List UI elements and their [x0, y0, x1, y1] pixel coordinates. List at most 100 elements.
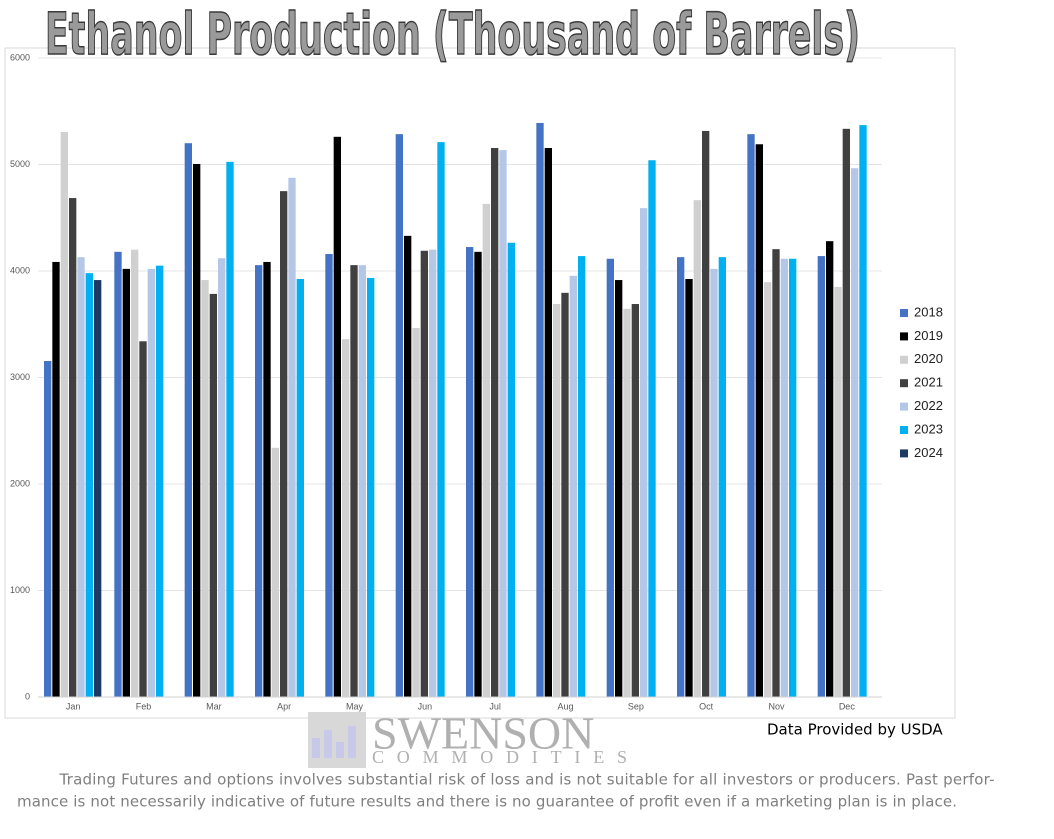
y-tick-label: 0	[25, 691, 30, 701]
bar	[184, 143, 192, 697]
legend-swatch	[900, 355, 908, 364]
bar	[718, 257, 726, 697]
bar	[648, 160, 656, 698]
x-tick-label: Oct	[699, 701, 714, 711]
bar	[569, 275, 577, 697]
bar	[139, 341, 147, 697]
source-note: Data Provided by USDA	[767, 721, 943, 739]
bar	[404, 235, 412, 698]
bar	[263, 261, 271, 697]
bar	[859, 125, 867, 698]
bar	[60, 132, 68, 697]
bar	[755, 144, 763, 697]
x-tick-label: Mar	[206, 701, 222, 711]
legend-label: 2022	[914, 398, 943, 413]
bar	[826, 241, 834, 697]
x-tick-label: Dec	[839, 701, 856, 711]
bar	[702, 130, 710, 697]
y-tick-label: 3000	[10, 372, 30, 382]
legend-label: 2023	[914, 421, 943, 436]
bar	[218, 258, 226, 697]
bar	[631, 304, 639, 697]
bar	[561, 292, 569, 697]
bar	[325, 253, 333, 697]
bar	[491, 147, 499, 697]
disclaimer: mance is not necessarily indicative of f…	[17, 793, 957, 811]
x-tick-label: Nov	[768, 701, 785, 711]
bar	[474, 251, 482, 697]
bar	[437, 142, 445, 697]
y-tick-label: 4000	[10, 265, 30, 275]
bar	[640, 208, 648, 698]
bar	[420, 250, 428, 697]
bar	[606, 258, 614, 697]
bar	[536, 122, 544, 698]
bar	[677, 257, 685, 697]
y-tick-label: 1000	[10, 585, 30, 595]
bar	[288, 177, 296, 697]
bar	[69, 198, 77, 698]
bar	[350, 265, 358, 697]
x-tick-label: May	[346, 701, 364, 711]
bar	[429, 249, 437, 697]
logo-icon	[308, 712, 366, 768]
bar	[834, 286, 842, 697]
bar	[851, 168, 859, 698]
bar	[271, 447, 279, 697]
x-tick-label: Aug	[557, 701, 573, 711]
bar	[255, 265, 263, 697]
bar	[122, 268, 130, 697]
x-tick-label: Jan	[66, 701, 81, 711]
bar	[615, 280, 623, 697]
legend-swatch	[900, 402, 908, 411]
bar	[296, 278, 304, 697]
bar	[209, 293, 217, 697]
bar	[623, 308, 631, 697]
bar	[280, 191, 288, 697]
legend-label: 2019	[914, 328, 943, 343]
legend-swatch	[900, 332, 908, 341]
bar	[780, 258, 788, 697]
x-tick-label: Sep	[628, 701, 644, 711]
legend-label: 2021	[914, 375, 943, 390]
bar	[342, 339, 350, 697]
legend-label: 2018	[914, 304, 943, 319]
bar	[147, 268, 155, 697]
x-tick-label: Jul	[489, 701, 501, 711]
bar	[395, 134, 403, 697]
bar	[693, 200, 701, 698]
bar	[817, 256, 825, 697]
bar	[544, 147, 552, 697]
legend-swatch	[900, 426, 908, 434]
bar	[114, 251, 122, 697]
legend-swatch	[900, 379, 908, 388]
y-tick-label: 6000	[10, 52, 30, 62]
bar	[156, 265, 164, 697]
bar	[193, 163, 201, 697]
bar	[553, 304, 561, 697]
bar	[333, 136, 341, 697]
bar	[44, 360, 52, 697]
logo-text: SWENSON	[372, 708, 594, 759]
y-tick-label: 5000	[10, 159, 30, 169]
bar	[772, 249, 780, 698]
legend-swatch	[900, 309, 908, 317]
bar	[578, 256, 586, 697]
bar	[77, 257, 85, 697]
bar	[85, 273, 93, 697]
bar	[466, 247, 474, 697]
bar	[499, 150, 507, 697]
bar	[710, 268, 718, 697]
bar	[94, 280, 102, 697]
bar	[507, 242, 515, 697]
bar	[842, 128, 850, 697]
bar	[412, 327, 420, 697]
x-tick-label: Feb	[136, 701, 152, 711]
legend-label: 2024	[914, 445, 943, 460]
disclaimer: Trading Futures and options involves sub…	[59, 771, 995, 789]
bar	[685, 278, 693, 697]
legend-swatch	[900, 449, 908, 458]
bar	[764, 282, 772, 697]
legend-label: 2020	[914, 351, 943, 366]
